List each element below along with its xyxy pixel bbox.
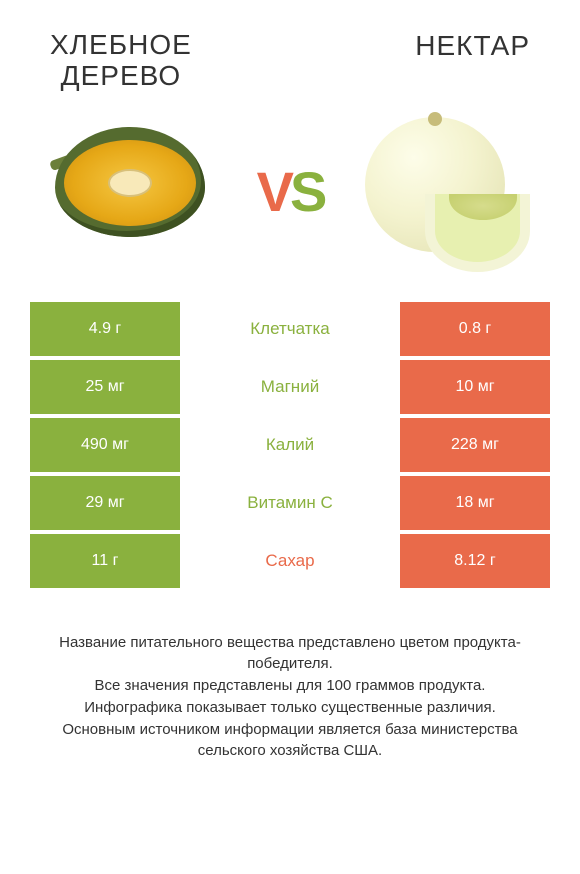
- cell-left: 11 г: [30, 534, 180, 588]
- title-right: НЕКТАР: [415, 30, 530, 92]
- title-left: ХЛЕБНОЕ ДЕРЕВО: [50, 30, 192, 92]
- image-right: [360, 112, 530, 272]
- jackfruit-icon: [50, 112, 220, 252]
- infographic: ХЛЕБНОЕ ДЕРЕВО НЕКТАР VS 4.9 г: [0, 0, 580, 874]
- cell-mid: Сахар: [180, 534, 400, 588]
- footer-line: Основным источником информации является …: [30, 719, 550, 763]
- footer-notes: Название питательного вещества представл…: [0, 592, 580, 763]
- cell-left: 490 мг: [30, 418, 180, 472]
- image-left: [50, 112, 220, 272]
- vs-v: V: [257, 160, 290, 223]
- cell-left: 25 мг: [30, 360, 180, 414]
- hero-row: VS: [0, 102, 580, 302]
- cell-mid: Клетчатка: [180, 302, 400, 356]
- honeydew-icon: [360, 112, 530, 272]
- table-row: 11 г Сахар 8.12 г: [30, 534, 550, 588]
- title-left-line1: ХЛЕБНОЕ: [50, 30, 192, 61]
- vs-s: S: [290, 160, 323, 223]
- title-left-line2: ДЕРЕВО: [50, 61, 192, 92]
- titles-row: ХЛЕБНОЕ ДЕРЕВО НЕКТАР: [0, 0, 580, 102]
- table-row: 490 мг Калий 228 мг: [30, 418, 550, 472]
- cell-left: 29 мг: [30, 476, 180, 530]
- footer-line: Все значения представлены для 100 граммо…: [30, 675, 550, 697]
- comparison-table: 4.9 г Клетчатка 0.8 г 25 мг Магний 10 мг…: [0, 302, 580, 592]
- cell-right: 18 мг: [400, 476, 550, 530]
- cell-right: 10 мг: [400, 360, 550, 414]
- footer-line: Название питательного вещества представл…: [30, 632, 550, 676]
- cell-mid: Магний: [180, 360, 400, 414]
- cell-mid: Витамин C: [180, 476, 400, 530]
- cell-left: 4.9 г: [30, 302, 180, 356]
- cell-right: 0.8 г: [400, 302, 550, 356]
- table-row: 25 мг Магний 10 мг: [30, 360, 550, 414]
- cell-right: 8.12 г: [400, 534, 550, 588]
- vs-label: VS: [257, 159, 324, 224]
- cell-right: 228 мг: [400, 418, 550, 472]
- table-row: 4.9 г Клетчатка 0.8 г: [30, 302, 550, 356]
- cell-mid: Калий: [180, 418, 400, 472]
- footer-line: Инфографика показывает только существенн…: [30, 697, 550, 719]
- table-row: 29 мг Витамин C 18 мг: [30, 476, 550, 530]
